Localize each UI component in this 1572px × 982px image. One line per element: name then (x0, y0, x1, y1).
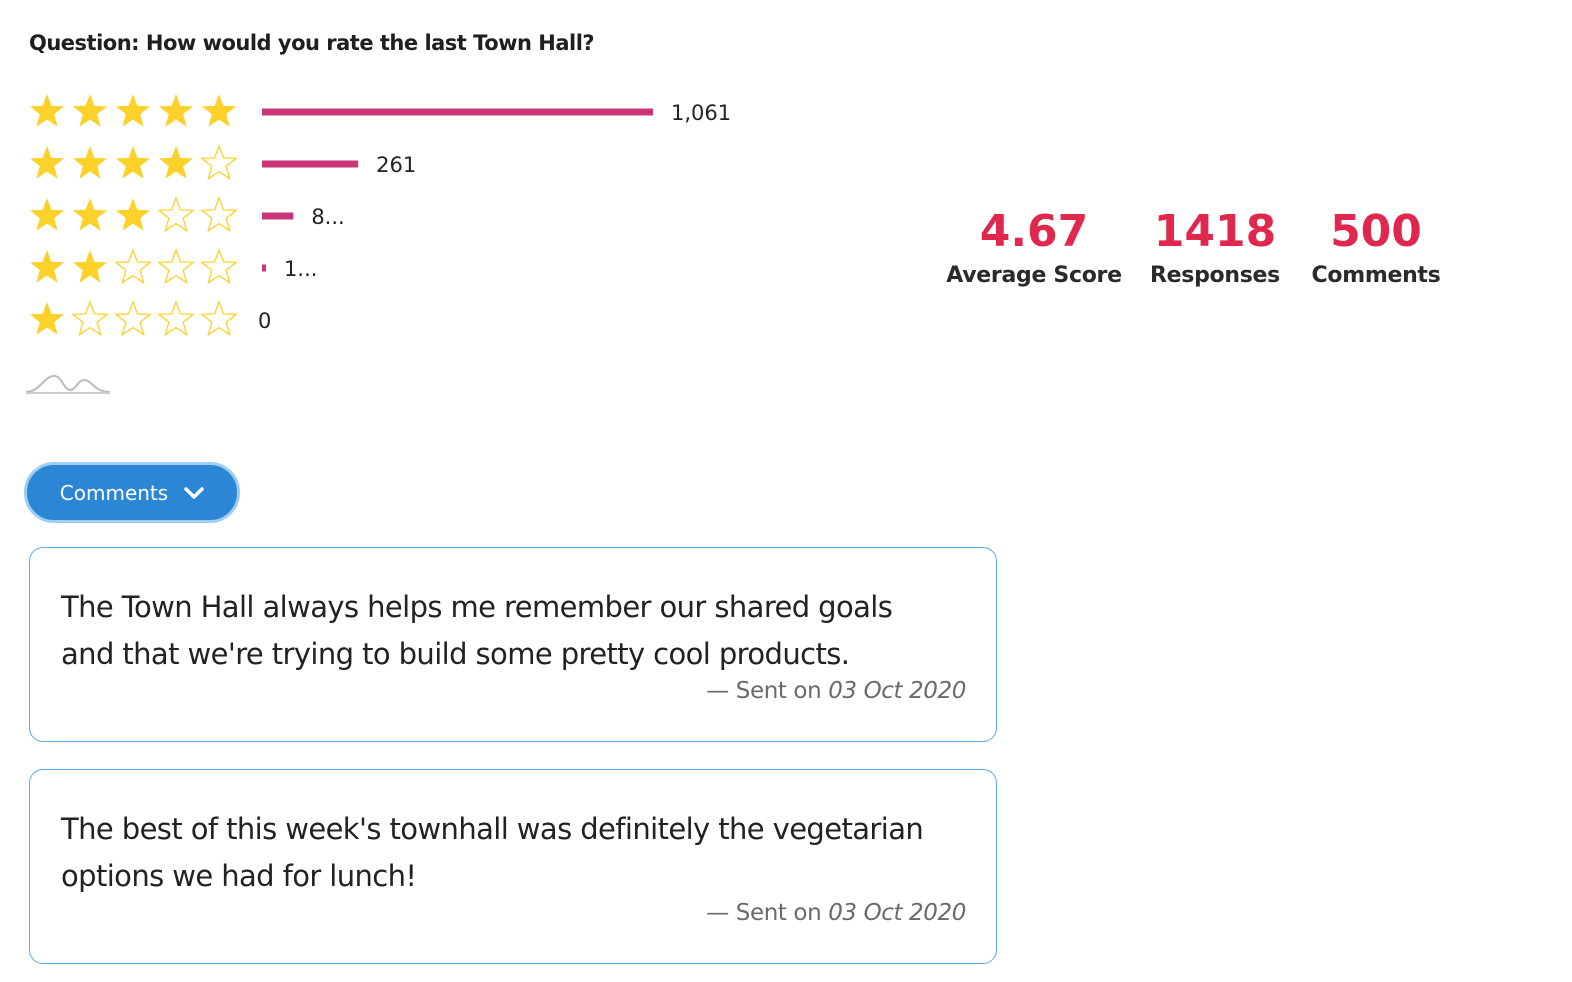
comment-text: The Town Hall always helps me remember o… (61, 590, 893, 671)
star-empty (157, 196, 195, 233)
star-filled (29, 94, 65, 127)
star-filled (115, 146, 151, 179)
star-rating (29, 248, 238, 285)
star-rating (29, 300, 238, 337)
bar (262, 160, 359, 168)
stat-value: 500 (1330, 206, 1422, 257)
star-empty (200, 144, 238, 181)
bar (262, 264, 267, 272)
star-filled (72, 198, 108, 231)
star-rating (29, 94, 237, 127)
value-label: 0 (258, 309, 271, 333)
comment-meta: — Sent on 03 Oct 2020 (706, 900, 966, 926)
star-filled (115, 94, 151, 127)
star-filled (29, 146, 65, 179)
star-filled (29, 250, 65, 283)
stat: 4.67 Average Score (924, 206, 1144, 288)
value-label: 1... (284, 257, 317, 281)
star-filled (72, 250, 108, 283)
comment-text: The best of this week's townhall was def… (61, 812, 924, 893)
star-empty (200, 300, 238, 337)
stat: 500 Comments (1266, 206, 1486, 288)
value-label: 1,061 (671, 101, 731, 125)
star-empty (114, 300, 152, 337)
chevron-icon (184, 486, 204, 499)
star-empty (71, 300, 109, 337)
star-empty (157, 248, 195, 285)
stat-label: Average Score (946, 263, 1122, 288)
sparkline-icon (25, 374, 111, 393)
stat-label: Responses (1150, 263, 1280, 288)
star-filled (29, 198, 65, 231)
stat-value: 1418 (1153, 206, 1277, 257)
star-empty (114, 248, 152, 285)
star-empty (200, 196, 238, 233)
sent-date: 03 Oct 2020 (828, 900, 966, 926)
rating-chart: 1,061 261 8... 1... 0 (25, 94, 731, 394)
question-title: Question: How would you rate the last To… (29, 31, 595, 55)
star-rating (29, 196, 238, 233)
value-label: 261 (376, 153, 416, 177)
star-filled (29, 302, 65, 335)
star-filled (201, 94, 237, 127)
sent-label: — Sent on (706, 678, 822, 704)
star-empty (157, 300, 195, 337)
comments-dropdown[interactable]: Comments (24, 462, 240, 523)
star-filled (115, 198, 151, 231)
button-label: Comments (59, 480, 169, 505)
star-filled (158, 94, 194, 127)
star-filled (72, 146, 108, 179)
sent-date: 03 Oct 2020 (828, 678, 966, 704)
star-filled (158, 146, 194, 179)
stat-value: 4.67 (979, 206, 1089, 257)
comment-meta: — Sent on 03 Oct 2020 (706, 678, 966, 704)
stat-label: Comments (1311, 263, 1441, 288)
value-label: 8... (311, 205, 344, 229)
bar (262, 212, 294, 220)
comment-card: The best of this week's townhall was def… (29, 769, 997, 964)
bar (262, 108, 653, 116)
comment-card: The Town Hall always helps me remember o… (29, 547, 997, 742)
star-empty (200, 248, 238, 285)
sent-label: — Sent on (706, 900, 822, 926)
star-filled (72, 94, 108, 127)
stat: 1418 Responses (1105, 206, 1325, 288)
star-rating (29, 144, 238, 181)
